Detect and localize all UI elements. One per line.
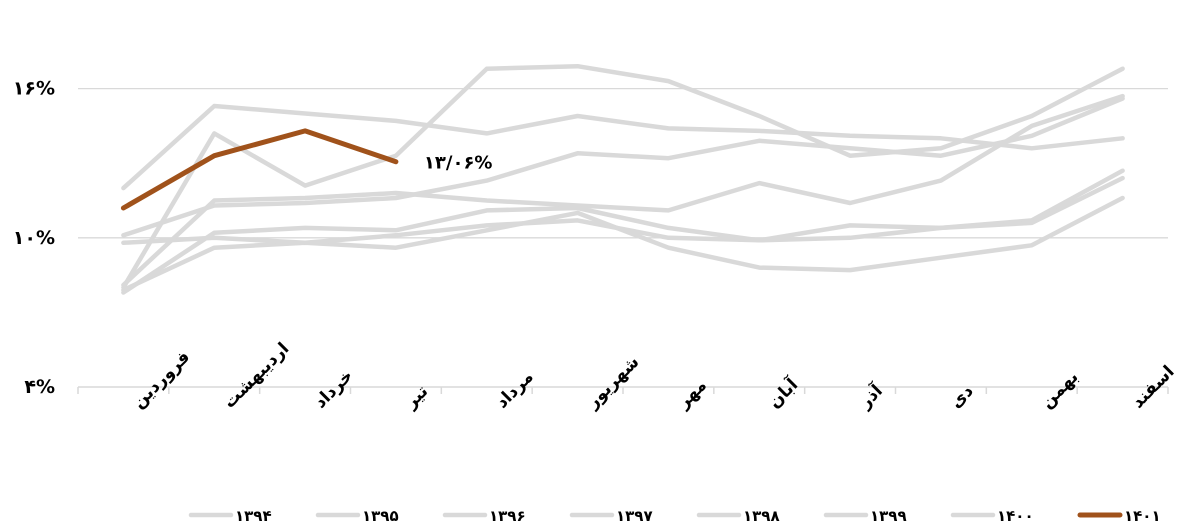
- x-tick-label: آذر: [853, 379, 887, 413]
- x-tick-label: مرداد: [492, 367, 538, 413]
- series-line: [121, 103, 1125, 191]
- legend-label: ۱۳۹۴: [235, 507, 272, 525]
- x-tick-label: مهر: [673, 376, 711, 414]
- x-tick-label: اردیبهشت: [220, 339, 294, 413]
- legend-label: ۱۳۹۶: [489, 507, 526, 525]
- x-tick-label: شهریور: [582, 352, 643, 413]
- series-lines: [120, 63, 1125, 295]
- legend-label: ۱۴۰۰: [997, 507, 1034, 525]
- legend-label: ۱۳۹۸: [743, 507, 780, 525]
- series-line: [121, 63, 1125, 290]
- data-labels: ۱۳/۰۶%: [424, 153, 493, 174]
- y-tick-label: ۴%: [24, 376, 55, 398]
- x-tick-label: دی: [946, 381, 978, 413]
- data-label: ۱۳/۰۶%: [424, 153, 493, 174]
- x-tick-label: آبان: [763, 373, 803, 413]
- grid-lines: [78, 87, 1168, 239]
- y-axis-ticks: ۴% ۱۰% ۱۶%: [13, 78, 55, 398]
- legend-label: ۱۳۹۹: [870, 507, 907, 525]
- y-tick-label: ۱۶%: [13, 78, 55, 100]
- x-tick-label: بهمن: [1037, 367, 1082, 412]
- series-line: [121, 175, 1125, 246]
- x-tick-label: فروردین: [129, 347, 194, 412]
- legend-label: ۱۴۰۱: [1124, 507, 1161, 525]
- series-line: [120, 128, 399, 211]
- series-line: [121, 195, 1125, 293]
- series-line: [121, 93, 1125, 288]
- series-line: [121, 96, 1125, 238]
- x-axis-ticks: فروردین اردیبهشت خرداد تیر مرداد شهریور مهر آبا…: [129, 339, 1179, 413]
- y-tick-label: ۱۰%: [13, 227, 55, 249]
- legend-label: ۱۳۹۵: [362, 507, 399, 525]
- legend-label: ۱۳۹۷: [616, 507, 653, 525]
- legend: ۱۴۰۱ ۱۴۰۰ ۱۳۹۹ ۱۳۹۸ ۱۳۹۷ ۱۳۹۶ ۱۳۹۵ ۱۳۹۴: [188, 507, 1161, 525]
- x-axis: [77, 386, 1169, 394]
